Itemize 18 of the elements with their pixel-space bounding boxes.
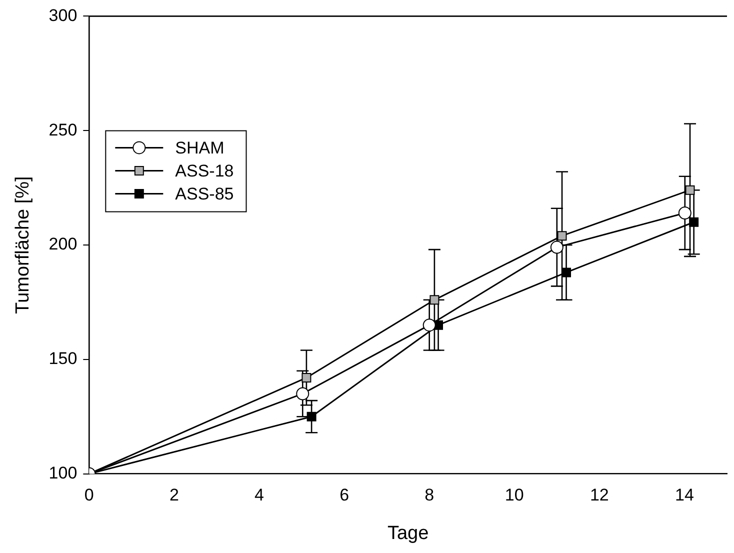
x-axis-title: Tage: [387, 522, 429, 544]
y-tick-label: 200: [48, 234, 78, 254]
x-tick-label: 14: [675, 486, 694, 505]
y-tick-label: 150: [48, 349, 78, 368]
x-tick-label: 12: [590, 486, 609, 505]
x-tick-label: 0: [84, 486, 94, 505]
y-tick-label: 300: [48, 6, 78, 25]
legend-label: ASS-85: [175, 184, 234, 204]
x-tick-label: 8: [424, 486, 434, 505]
y-tick-label: 250: [48, 120, 78, 140]
x-tick-label: 6: [340, 486, 350, 505]
y-tick-label: 100: [48, 463, 78, 482]
x-tick-label: 10: [504, 486, 524, 505]
x-tick-label: 2: [169, 486, 179, 505]
y-axis-title: Tumorfläche [%]: [12, 176, 34, 314]
legend-label: SHAM: [175, 138, 224, 158]
legend-label: ASS-18: [175, 161, 234, 180]
x-tick-label: 4: [254, 486, 264, 505]
